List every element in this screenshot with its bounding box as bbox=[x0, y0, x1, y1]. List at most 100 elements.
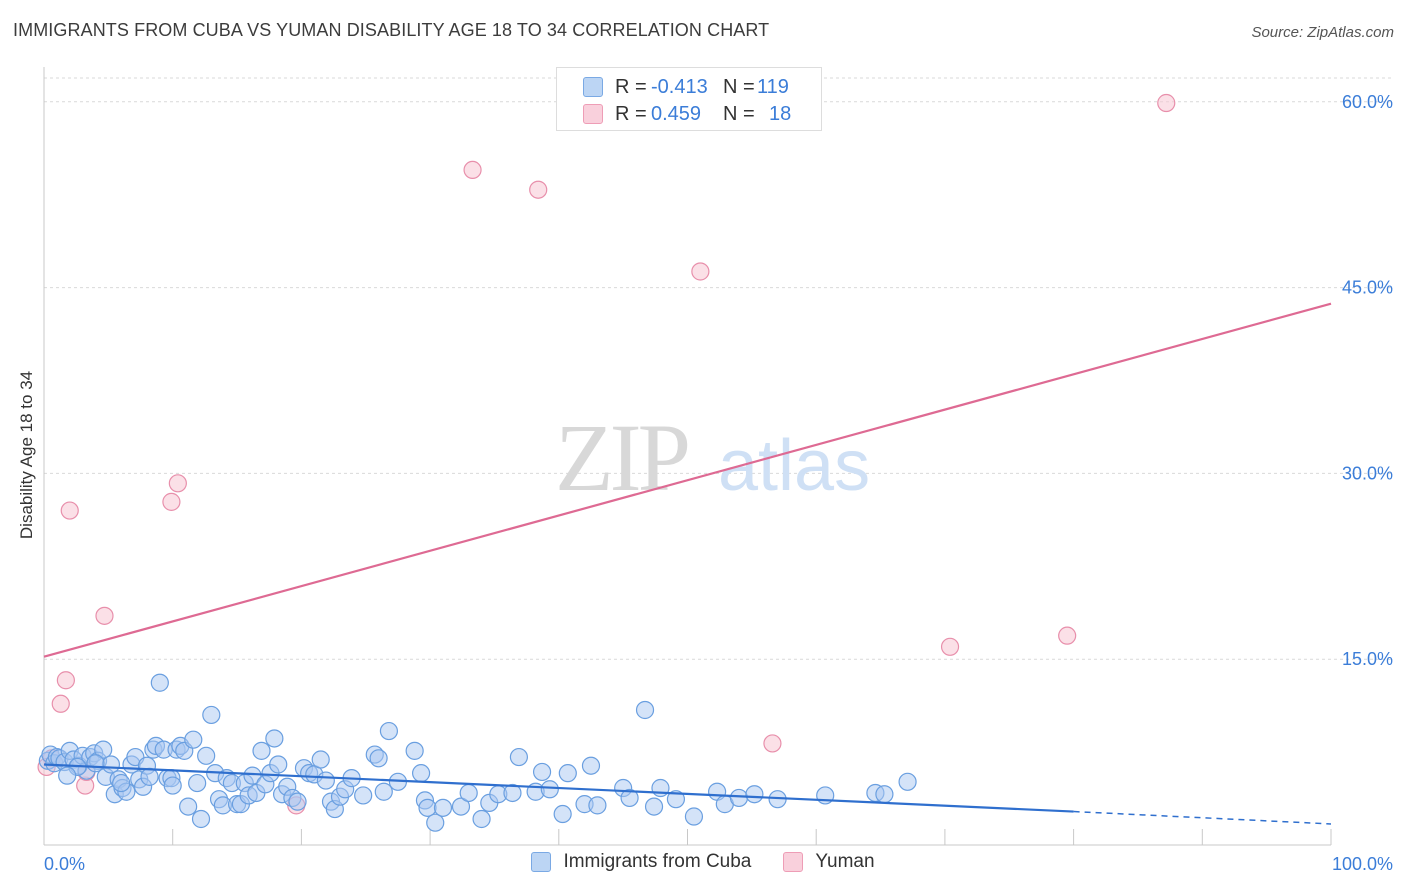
cuba-point-92 bbox=[553, 804, 572, 824]
cuba-point-102 bbox=[666, 790, 686, 809]
cuba-point-73 bbox=[369, 749, 388, 768]
chart-title: IMMIGRANTS FROM CUBA VS YUMAN DISABILITY… bbox=[13, 20, 770, 40]
axes-layer bbox=[43, 67, 1332, 846]
cuba-point-88 bbox=[509, 747, 529, 767]
legend-label: Immigrants from Cuba bbox=[563, 851, 752, 872]
n-value: 18 bbox=[769, 102, 792, 125]
source-label: Source: ZipAtlas.com bbox=[1251, 24, 1394, 41]
yuman-point-11 bbox=[691, 262, 710, 281]
grid-layer bbox=[44, 77, 1392, 660]
cuba-point-83 bbox=[459, 783, 478, 803]
cuba-point-74 bbox=[374, 782, 393, 801]
cuba-point-98 bbox=[620, 788, 639, 808]
yuman-point-15 bbox=[1157, 93, 1176, 113]
cuba-swatch bbox=[583, 77, 603, 97]
cuba-point-66 bbox=[316, 771, 335, 790]
cuba-point-61 bbox=[288, 792, 307, 811]
x-tick-label-0: 0.0% bbox=[44, 854, 85, 874]
yuman-point-12 bbox=[763, 734, 782, 753]
yuman-swatch bbox=[583, 104, 603, 124]
watermark-zip: ZIP bbox=[555, 404, 688, 511]
legend-item-yuman[interactable]: Yuman bbox=[783, 851, 875, 873]
cuba-trend-extension bbox=[1073, 810, 1332, 825]
y-tick-label-3: 60.0% bbox=[1342, 92, 1393, 112]
yuman-point-9 bbox=[463, 160, 482, 180]
legend-item-cuba[interactable]: Immigrants from Cuba bbox=[531, 851, 751, 873]
cuba-point-99 bbox=[635, 700, 655, 720]
r-value: -0.413 bbox=[651, 75, 708, 98]
y-tick-label-1: 30.0% bbox=[1342, 463, 1393, 483]
cuba-point-26 bbox=[140, 767, 159, 786]
series-legend: Immigrants from Cuba Yuman bbox=[0, 851, 1406, 873]
yuman-trend-line bbox=[43, 302, 1332, 658]
n-label: N = bbox=[723, 75, 755, 98]
stats-row-cuba: R = -0.413 N = 119 bbox=[583, 74, 789, 100]
yuman-point-10 bbox=[529, 180, 548, 199]
cuba-point-57 bbox=[269, 755, 288, 774]
cuba-point-106 bbox=[729, 788, 749, 808]
cuba-point-95 bbox=[581, 756, 601, 775]
cuba-point-117 bbox=[163, 776, 182, 795]
r-label: R = bbox=[615, 102, 647, 125]
cuba-point-56 bbox=[265, 729, 284, 748]
stats-legend: R = -0.413 N = 119 R = 0.459 N = 18 bbox=[556, 67, 822, 131]
n-label: N = bbox=[723, 102, 755, 125]
yuman-point-8 bbox=[168, 474, 187, 493]
cuba-point-76 bbox=[405, 741, 424, 760]
cuba-point-118 bbox=[354, 786, 373, 805]
cuba-point-112 bbox=[898, 772, 917, 791]
yuman-point-3 bbox=[60, 501, 79, 520]
r-label: R = bbox=[615, 75, 647, 98]
cuba-point-36 bbox=[179, 797, 198, 816]
y-tick-label-2: 45.0% bbox=[1342, 278, 1393, 298]
cuba-point-116 bbox=[112, 773, 131, 793]
cuba-trend-line bbox=[43, 763, 1074, 813]
yuman-point-14 bbox=[1058, 626, 1077, 645]
yuman-point-13 bbox=[940, 637, 960, 656]
cuba-legend-swatch bbox=[531, 852, 552, 872]
cuba-point-80 bbox=[426, 813, 445, 832]
y-axis-label: Disability Age 18 to 34 bbox=[17, 370, 36, 540]
cuba-point-87 bbox=[503, 783, 522, 803]
cuba-point-29 bbox=[150, 673, 169, 692]
cuba-point-84 bbox=[472, 809, 491, 829]
yuman-point-2 bbox=[56, 671, 75, 690]
legend-label: Yuman bbox=[815, 851, 875, 872]
cuba-point-14 bbox=[94, 740, 113, 759]
yuman-legend-swatch bbox=[783, 852, 804, 872]
n-value: 119 bbox=[757, 75, 789, 98]
y-tick-label-0: 15.0% bbox=[1342, 649, 1393, 669]
cuba-point-40 bbox=[197, 746, 216, 765]
yuman-point-1 bbox=[51, 694, 70, 713]
cuba-point-51 bbox=[243, 766, 262, 785]
cuba-point-100 bbox=[644, 797, 664, 816]
yuman-point-6 bbox=[95, 606, 114, 625]
cuba-point-39 bbox=[191, 809, 211, 829]
cuba-point-113 bbox=[86, 754, 105, 773]
cuba-point-77 bbox=[411, 764, 431, 783]
cuba-point-41 bbox=[202, 705, 221, 725]
r-value: 0.459 bbox=[651, 102, 702, 125]
cuba-point-107 bbox=[745, 785, 764, 804]
x-tick-label-1: 100.0% bbox=[1332, 854, 1393, 874]
stats-row-yuman: R = 0.459 N = 18 bbox=[583, 101, 791, 127]
cuba-point-81 bbox=[433, 798, 453, 817]
cuba-points bbox=[38, 673, 917, 832]
cuba-point-38 bbox=[188, 773, 207, 793]
cuba-point-111 bbox=[875, 785, 894, 804]
cuba-point-93 bbox=[558, 764, 577, 783]
tick-labels: 15.0% 30.0% 45.0% 60.0% 0.0% 100.0% bbox=[44, 92, 1393, 874]
trend-layer bbox=[43, 302, 1332, 825]
cuba-point-96 bbox=[588, 796, 607, 815]
cuba-point-103 bbox=[684, 807, 704, 826]
watermark: ZIP atlas bbox=[555, 404, 870, 511]
cuba-point-90 bbox=[532, 762, 552, 782]
yuman-point-7 bbox=[162, 492, 181, 511]
cuba-point-91 bbox=[540, 780, 559, 799]
cuba-point-53 bbox=[252, 741, 271, 760]
cuba-point-65 bbox=[311, 750, 330, 769]
cuba-point-37 bbox=[184, 730, 203, 749]
cuba-point-82 bbox=[451, 797, 471, 816]
cuba-point-75 bbox=[379, 721, 399, 741]
